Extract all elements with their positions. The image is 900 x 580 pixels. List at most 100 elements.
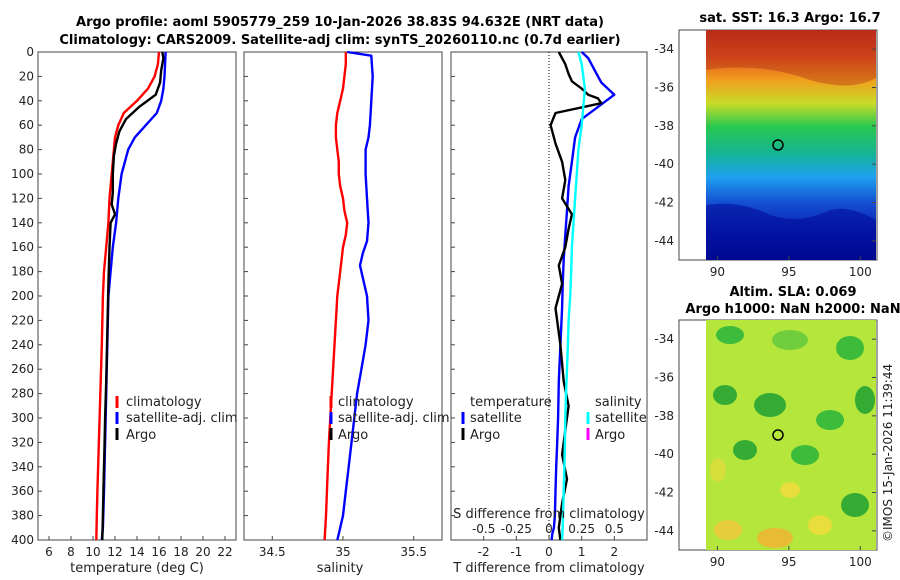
top-axis-tick-label: -0.25 [501, 522, 532, 536]
x-tick-label: -2 [478, 545, 490, 559]
y-tick-label: 240 [11, 338, 34, 352]
y-tick-label: 280 [11, 387, 34, 401]
sla-blob [855, 386, 875, 414]
x-tick-label: 34.5 [259, 545, 286, 559]
top-axis-tick-label: 0.5 [605, 522, 624, 536]
sla-blob [836, 336, 864, 360]
y-tick-label: 340 [11, 460, 34, 474]
sla-anomaly-blobs [710, 326, 875, 548]
sla-blob [733, 440, 757, 460]
top-axis-tick-label: 0 [545, 522, 553, 536]
map-y-tick-label: -40 [654, 157, 674, 171]
sla-blob [754, 393, 786, 417]
sst-deep-blue-region [706, 203, 876, 260]
difference-panel: -2 -1 0 1 2 -0.5 -0.25 0 0.25 0.5 T difference fr… [450, 51, 648, 576]
sst-map-title: sat. SST: 16.3 Argo: 16.7 [699, 11, 880, 26]
map-x-tick-label: 100 [849, 265, 872, 279]
sla-blob [757, 528, 793, 548]
top-axis-tick-label: 0.25 [568, 522, 595, 536]
legend-argo: Argo [126, 428, 156, 443]
legend-satellite: satellite-adj. clim [126, 411, 238, 426]
sla-blob [780, 482, 800, 498]
difference-top-axis-label: S difference from climatology [453, 507, 645, 522]
salinity-axes-frame [243, 51, 443, 541]
y-tick-label: 360 [11, 484, 34, 498]
legend-t-argo: Argo [470, 428, 500, 443]
x-tick-label: 6 [45, 545, 53, 559]
y-tick-label: 120 [11, 191, 34, 205]
sla-blob [716, 326, 744, 344]
y-tick-label: 380 [11, 509, 34, 523]
sst-map-panel: 90 95 100 -34 -36 -38 -40 -42 -44 [654, 29, 878, 279]
series-satellite-adj-clim [336, 50, 374, 541]
sla-blob [772, 330, 808, 350]
sla-blob [791, 445, 819, 465]
sla-blob [841, 493, 869, 517]
salinity-panel: 34.5 35 35.5 salinity climatology satellit… [243, 50, 450, 576]
sla-blob [714, 520, 742, 540]
y-tick-label: 80 [19, 143, 34, 157]
temperature-axes-frame [37, 51, 237, 541]
map-x-tick-label: 90 [710, 265, 725, 279]
x-tick-label: 18 [173, 545, 188, 559]
series-climatology [323, 52, 349, 541]
legend-temperature-header: temperature [470, 395, 552, 410]
map-y-tick-label: -42 [654, 486, 674, 500]
sla-map-subtitle: Argo h1000: NaN h2000: NaN [685, 302, 900, 317]
sla-blob [713, 385, 737, 405]
y-tick-label: 320 [11, 435, 34, 449]
x-tick-label: 8 [67, 545, 75, 559]
y-tick-label: 20 [19, 69, 34, 83]
x-tick-label: 1 [578, 545, 586, 559]
salinity-legend: climatology satellite-adj. clim Argo [329, 395, 450, 443]
series-climatology [95, 51, 161, 541]
x-tick-label: 14 [129, 545, 144, 559]
y-tick-label: 40 [19, 94, 34, 108]
y-tick-label: 260 [11, 362, 34, 376]
legend-satellite: satellite-adj. clim [338, 411, 450, 426]
x-tick-label: 0 [545, 545, 553, 559]
legend-salinity-header: salinity [595, 395, 642, 410]
x-tick-label: 2 [611, 545, 619, 559]
legend-t-satellite: satellite [470, 411, 522, 426]
salinity-xlabel: salinity [317, 561, 364, 576]
legend-s-satellite: satellite [595, 411, 647, 426]
map-y-tick-label: -34 [654, 42, 674, 56]
y-tick-label: 0 [26, 45, 34, 59]
x-tick-label: 35.5 [400, 545, 427, 559]
legend-s-argo: Argo [595, 428, 625, 443]
x-tick-label: 12 [107, 545, 122, 559]
map-x-tick-label: 95 [781, 555, 796, 569]
y-tick-label: 200 [11, 289, 34, 303]
series-temperature-satellite [550, 51, 616, 541]
x-tick-label: 22 [217, 545, 232, 559]
x-tick-label: 20 [195, 545, 210, 559]
figure-title-line1: Argo profile: aoml 5905779_259 10-Jan-20… [76, 15, 604, 30]
map-y-tick-label: -38 [654, 119, 674, 133]
x-tick-label: -1 [510, 545, 522, 559]
map-y-tick-label: -40 [654, 447, 674, 461]
sla-blob [808, 515, 832, 535]
y-tick-label: 400 [11, 533, 34, 547]
temperature-legend: climatology satellite-adj. clim Argo [115, 395, 238, 443]
map-y-tick-label: -44 [654, 524, 674, 538]
y-tick-label: 140 [11, 216, 34, 230]
y-tick-label: 180 [11, 265, 34, 279]
top-axis-tick-label: -0.5 [472, 522, 495, 536]
temperature-panel: 6 8 10 12 14 16 18 20 22020406080100120140160180… [11, 45, 238, 576]
x-tick-label: 16 [151, 545, 166, 559]
y-tick-label: 160 [11, 240, 34, 254]
x-tick-label: 10 [85, 545, 100, 559]
map-y-tick-label: -44 [654, 234, 674, 248]
y-tick-label: 300 [11, 411, 34, 425]
legend-argo: Argo [338, 428, 368, 443]
map-x-tick-label: 100 [849, 555, 872, 569]
map-y-tick-label: -42 [654, 196, 674, 210]
series-salinity-satellite [560, 51, 587, 541]
map-y-tick-label: -36 [654, 371, 674, 385]
map-x-tick-label: 95 [781, 265, 796, 279]
sla-argo-marker [772, 429, 784, 441]
difference-xlabel: T difference from climatology [452, 561, 645, 576]
map-x-tick-label: 90 [710, 555, 725, 569]
map-y-tick-label: -34 [654, 332, 674, 346]
